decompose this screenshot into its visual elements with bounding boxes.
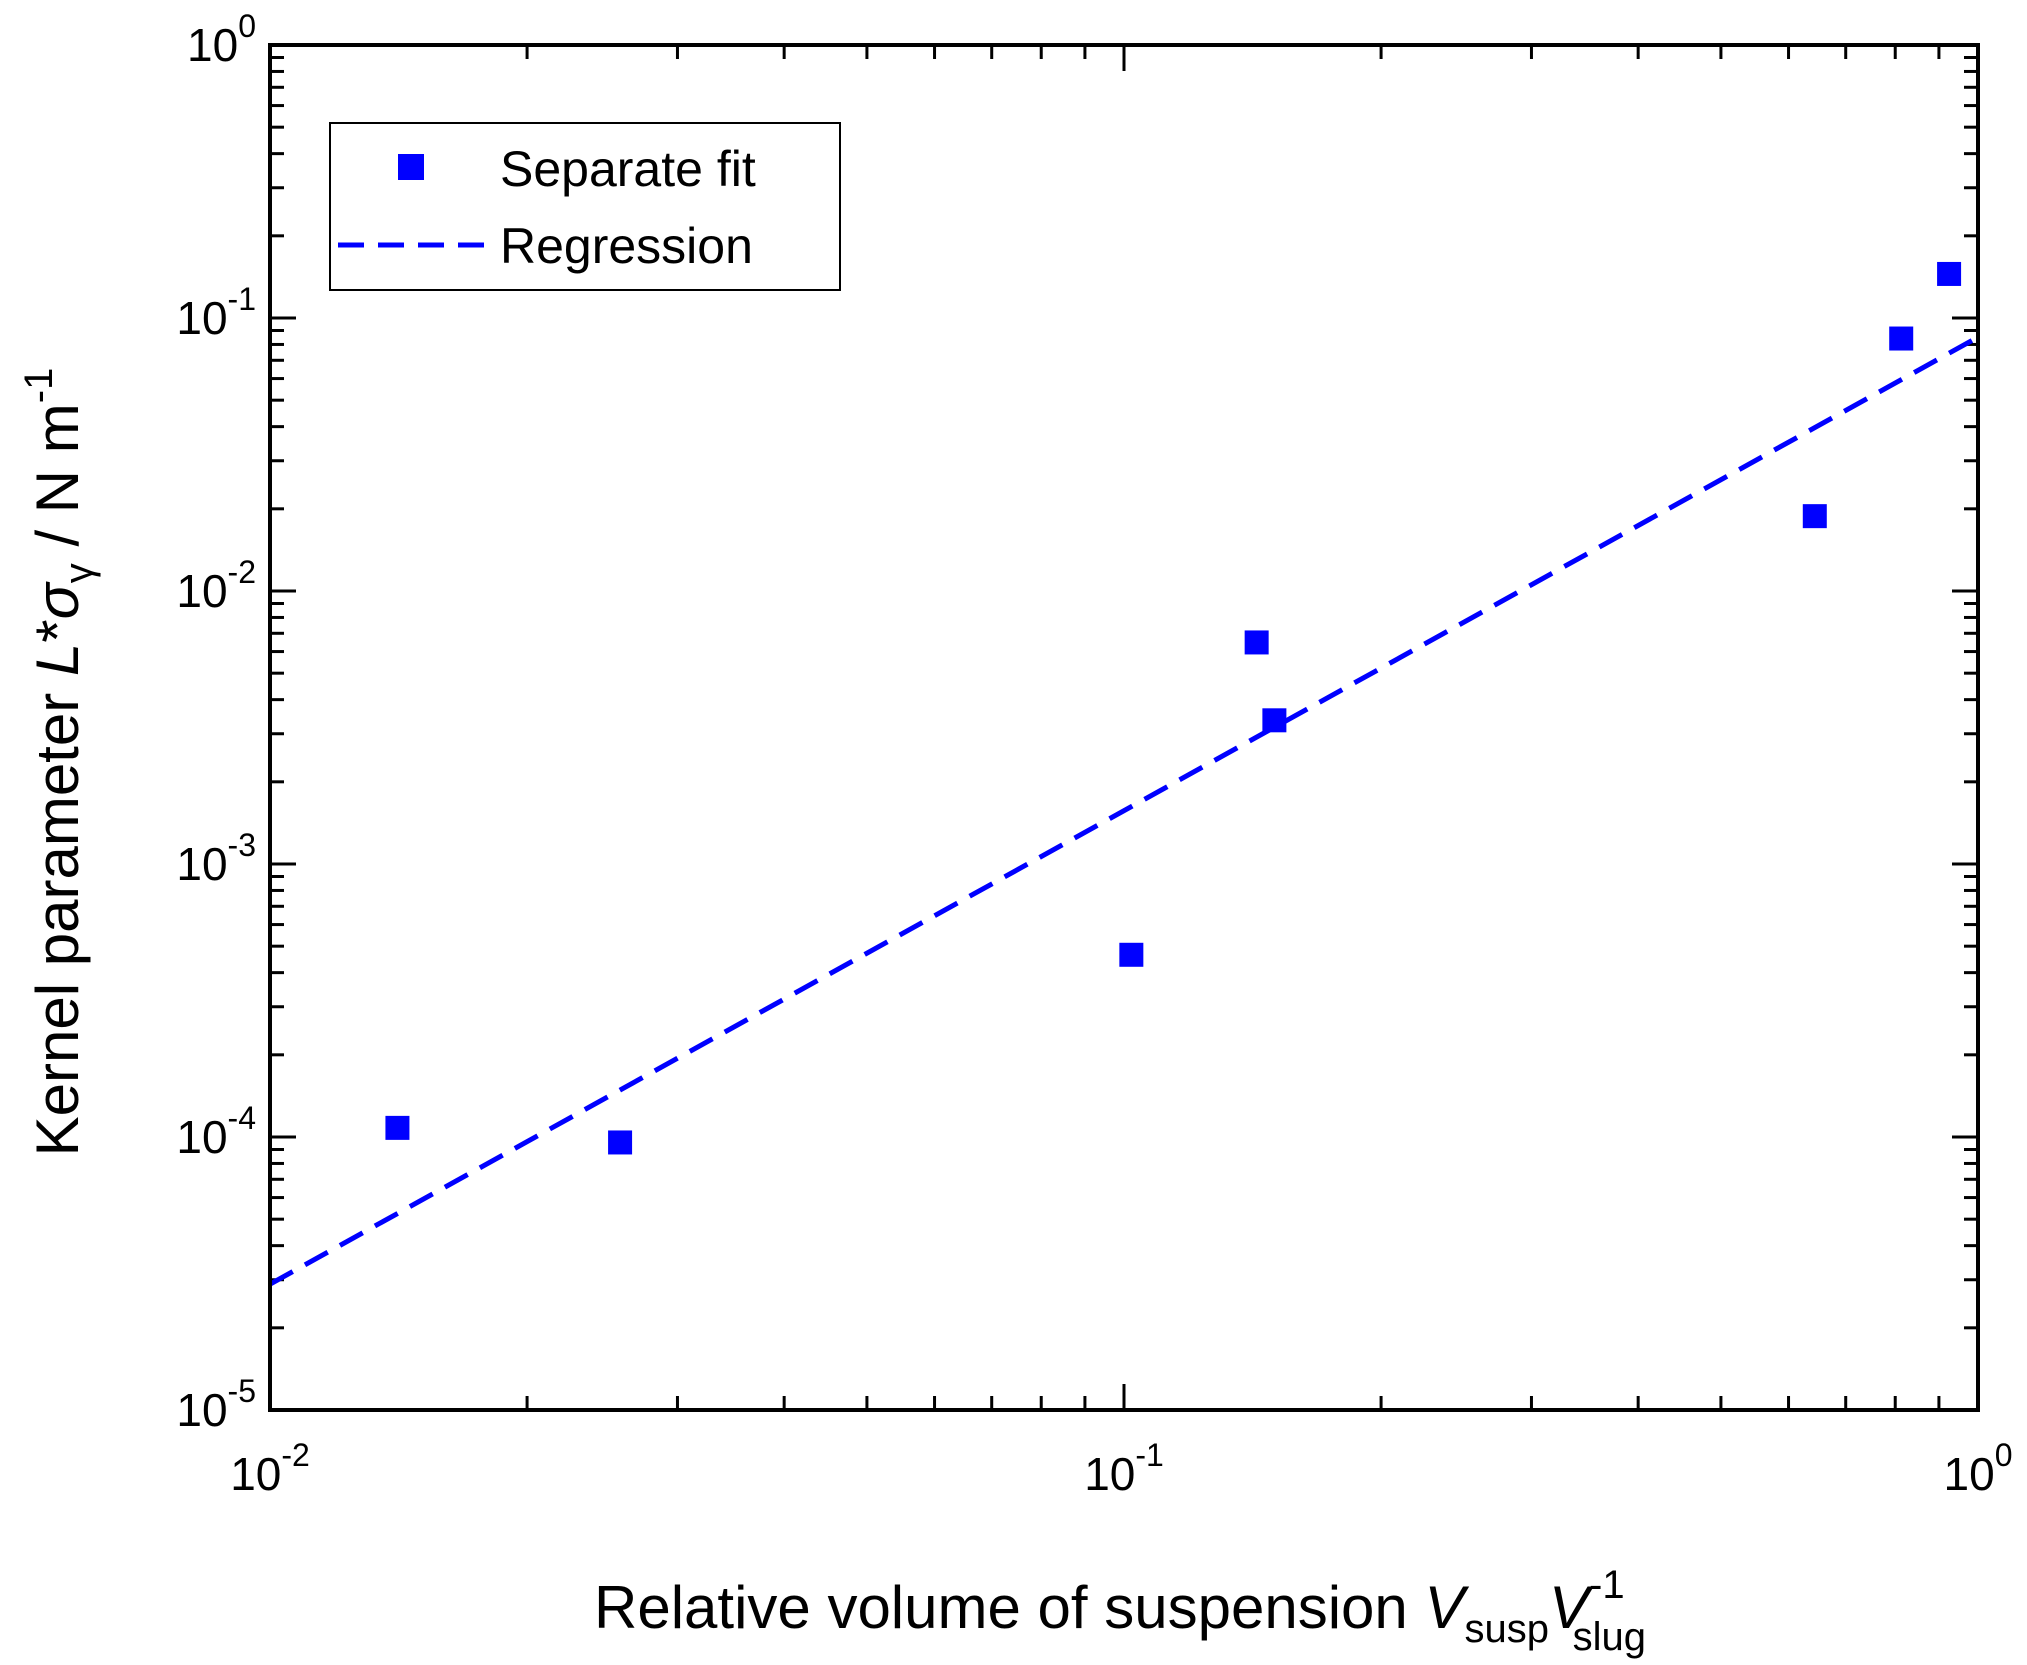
y-axis-title-l: L xyxy=(24,643,91,676)
y-tick-label-exp: -5 xyxy=(228,1373,256,1409)
regression-line xyxy=(268,334,1980,1287)
y-tick-label: 10-1 xyxy=(176,281,256,344)
x-tick-label-base: 10 xyxy=(230,1448,281,1500)
y-axis-title-units-sup: -1 xyxy=(17,368,61,404)
legend-label-separate-fit: Separate fit xyxy=(500,141,756,197)
x-tick-label: 100 xyxy=(1944,1437,2013,1500)
x-tick-label-exp: 0 xyxy=(1995,1437,2013,1473)
y-tick-label-exp: -2 xyxy=(228,554,256,590)
y-tick-label-exp: -1 xyxy=(228,281,256,317)
y-axis-title-sigma-sub: γ xyxy=(57,563,101,583)
x-tick-label-exp: -1 xyxy=(1135,1437,1163,1473)
y-tick-label-exp: 0 xyxy=(238,8,256,44)
x-axis-title-v2: V xyxy=(1549,1574,1594,1641)
y-tick-label: 10-5 xyxy=(176,1373,256,1436)
y-tick-label: 10-2 xyxy=(176,554,256,617)
x-axis-title-sup: -1 xyxy=(1589,1563,1625,1607)
x-tick-label-base: 10 xyxy=(1944,1448,1995,1500)
separate-fit-point xyxy=(608,1130,633,1155)
separate-fit-series xyxy=(385,261,1962,1155)
y-tick-label: 10-4 xyxy=(176,1100,256,1163)
x-axis-title-main: Relative volume of suspension xyxy=(594,1574,1424,1641)
plot-frame xyxy=(268,43,1980,1412)
y-axis-title-sigma: σ xyxy=(24,580,91,619)
y-axis-title: Kernel parameter L*σγ / N m-1 xyxy=(17,368,101,1157)
separate-fit-point xyxy=(1889,326,1914,351)
regression-series xyxy=(268,334,1980,1287)
legend-label-regression: Regression xyxy=(500,218,753,274)
separate-fit-point xyxy=(1119,942,1144,967)
y-tick-label-base: 10 xyxy=(176,1384,227,1436)
x-tick-label: 10-2 xyxy=(230,1437,310,1500)
y-tick-label-base: 10 xyxy=(187,19,238,71)
y-tick-label-base: 10 xyxy=(176,838,227,890)
legend-marker-separate-fit xyxy=(398,154,424,180)
x-tick-label-base: 10 xyxy=(1084,1448,1135,1500)
x-axis-title-sub-susp: susp xyxy=(1464,1607,1549,1651)
separate-fit-point xyxy=(1262,708,1287,733)
x-tick-label-exp: -2 xyxy=(281,1437,309,1473)
y-tick-label-base: 10 xyxy=(176,565,227,617)
y-axis-title-main: Kernel parameter xyxy=(24,676,91,1156)
x-axis-title-v: V xyxy=(1424,1574,1469,1641)
y-tick-label: 10-3 xyxy=(176,827,256,890)
y-tick-label-exp: -3 xyxy=(228,827,256,863)
separate-fit-point xyxy=(385,1115,410,1140)
legend: Separate fit Regression xyxy=(329,122,841,291)
y-axis-title-units: / N m xyxy=(24,403,91,563)
y-tick-label-base: 10 xyxy=(176,292,227,344)
legend-box xyxy=(329,122,841,291)
y-tick-label-base: 10 xyxy=(176,1111,227,1163)
y-axis-title-star: * xyxy=(24,619,91,642)
x-tick-label: 10-1 xyxy=(1084,1437,1164,1500)
x-axis-title-sub-slug: slug xyxy=(1573,1615,1646,1659)
x-axis-title: Relative volume of suspension VsuspV-1 sl… xyxy=(594,1563,1646,1659)
separate-fit-point xyxy=(1244,630,1269,655)
separate-fit-point xyxy=(1802,504,1827,529)
y-tick-label-exp: -4 xyxy=(228,1100,256,1136)
y-tick-label: 100 xyxy=(187,8,256,71)
separate-fit-point xyxy=(1937,261,1962,286)
